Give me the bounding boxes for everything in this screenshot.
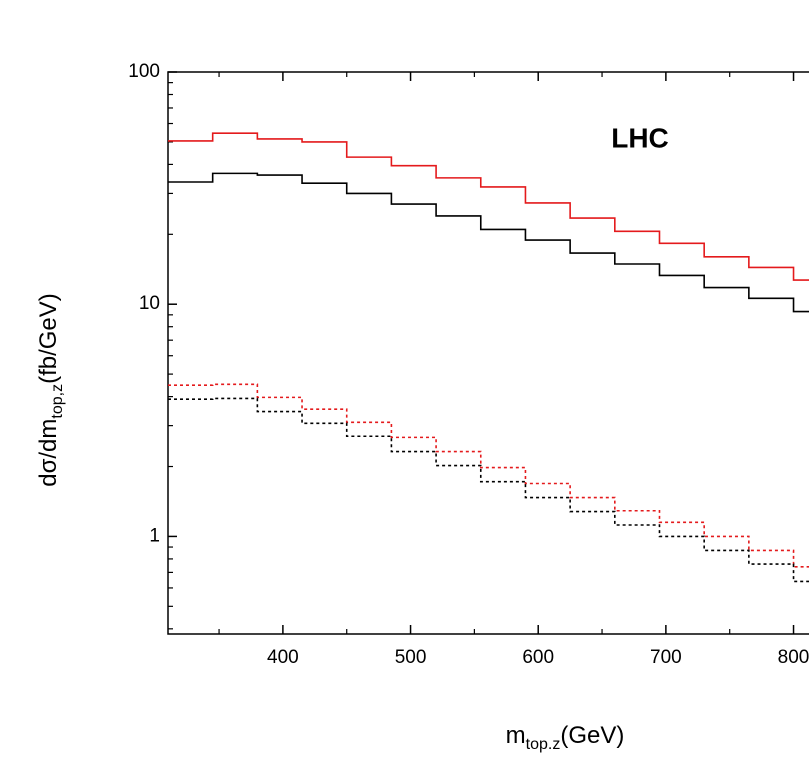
step-line <box>168 172 809 313</box>
y-axis-label: dσ/dmtop,z(fb/GeV) <box>35 293 66 487</box>
step-line <box>168 383 809 568</box>
y-tick-label: 10 <box>139 293 160 314</box>
plot-frame <box>167 71 809 635</box>
step-line <box>168 397 809 583</box>
chart-title: LHC <box>611 122 669 153</box>
y-tick-label: 1 <box>149 525 160 546</box>
x-tick-label: 600 <box>522 647 554 668</box>
x-tick-label: 400 <box>267 647 299 668</box>
step-line <box>168 132 809 281</box>
x-tick-label: 700 <box>650 647 682 668</box>
y-tick-label: 100 <box>128 61 160 82</box>
x-tick-label: 800 <box>778 647 809 668</box>
x-tick-label: 500 <box>395 647 427 668</box>
x-axis-label: mtop.z(GeV) <box>506 722 625 753</box>
